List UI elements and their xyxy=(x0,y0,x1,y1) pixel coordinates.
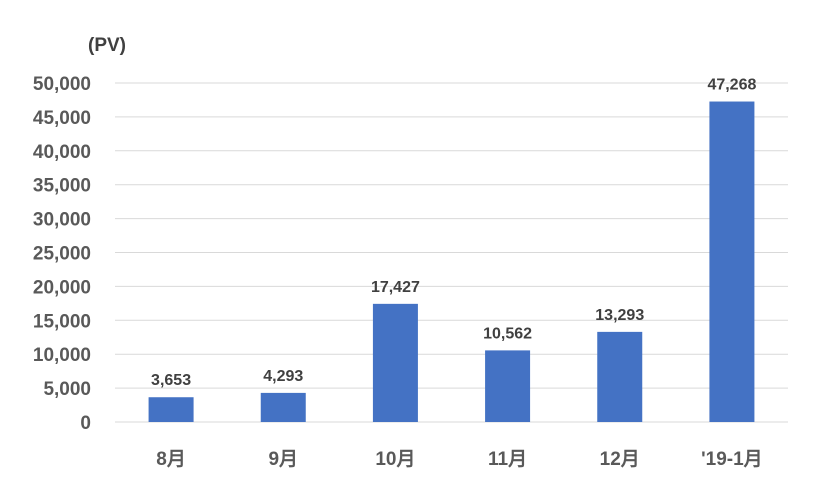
y-axis-tick-labels: 0 5,000 10,000 15,000 20,000 25,000 30,000 35,0… xyxy=(33,74,91,434)
x-axis-category-labels: 8月 9月 10月 11月 12月 '19-1月 xyxy=(156,449,762,470)
y-tick-label: 5,000 xyxy=(43,379,91,400)
category-label: 10月 xyxy=(375,449,415,470)
bar xyxy=(260,392,306,422)
data-label: 17,427 xyxy=(371,279,420,296)
bar xyxy=(372,303,418,422)
y-tick-label: 0 xyxy=(80,413,91,434)
y-tick-label: 10,000 xyxy=(33,345,91,366)
bars xyxy=(148,101,755,423)
y-tick-label: 20,000 xyxy=(33,277,91,298)
y-tick-label: 30,000 xyxy=(33,210,91,231)
y-tick-label: 40,000 xyxy=(33,142,91,163)
data-label: 13,293 xyxy=(595,307,644,324)
data-label: 47,268 xyxy=(707,77,756,94)
bar xyxy=(709,101,755,423)
category-label: 12月 xyxy=(600,449,640,470)
bar xyxy=(148,397,194,422)
bar xyxy=(597,331,643,422)
y-tick-label: 45,000 xyxy=(33,108,91,129)
y-tick-label: 25,000 xyxy=(33,244,91,265)
data-label: 10,562 xyxy=(483,325,532,342)
gridlines xyxy=(115,82,788,423)
y-tick-label: 15,000 xyxy=(33,311,91,332)
category-label: '19-1月 xyxy=(701,449,763,470)
category-label: 9月 xyxy=(268,449,298,470)
category-label: 8月 xyxy=(156,449,186,470)
data-labels: 3,653 4,293 17,427 10,562 13,293 47,268 xyxy=(151,77,756,390)
bar xyxy=(485,350,531,422)
y-tick-label: 50,000 xyxy=(33,74,91,95)
y-axis-unit-label: (PV) xyxy=(88,35,126,56)
data-label: 3,653 xyxy=(151,372,191,389)
y-tick-label: 35,000 xyxy=(33,176,91,197)
data-label: 4,293 xyxy=(263,368,303,385)
category-label: 11月 xyxy=(488,449,527,470)
